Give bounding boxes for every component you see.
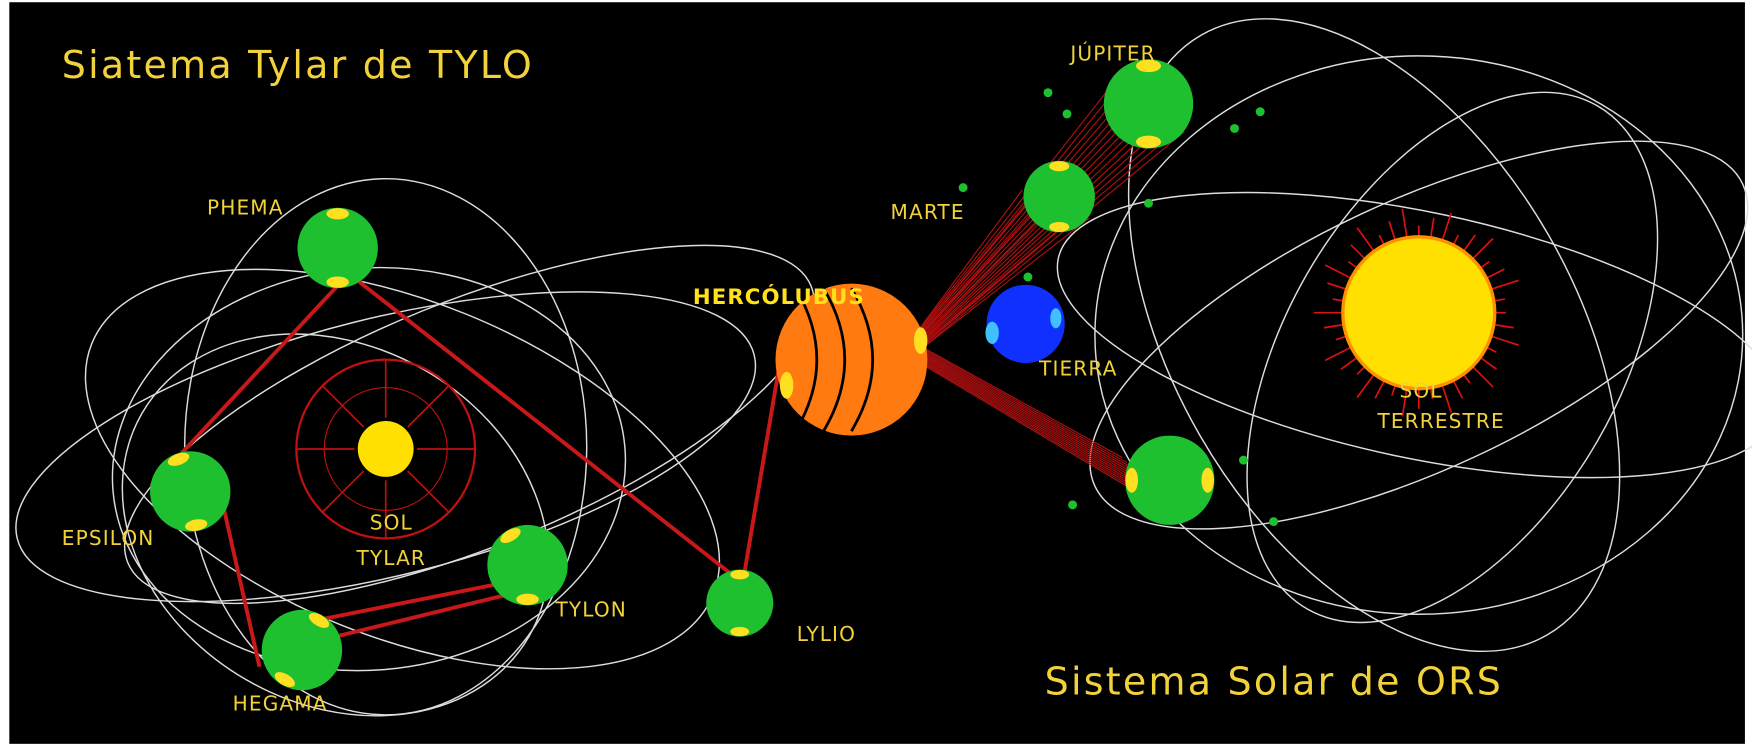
planet-cap — [326, 208, 349, 219]
moon — [1068, 500, 1077, 509]
planet — [297, 208, 377, 288]
planet-cap — [985, 322, 998, 344]
planet-cap — [1049, 161, 1069, 171]
title-tylo: Siatema Tylar de TYLO — [62, 43, 534, 87]
label-tierra: TIERRA — [1038, 356, 1117, 380]
planet-cap — [1126, 468, 1139, 493]
planet-cap — [914, 327, 927, 354]
moon — [1144, 199, 1153, 208]
label-hercolubus: HERCÓLUBUS — [693, 284, 865, 310]
label-sol-tylar: SOL — [370, 510, 413, 534]
label-sol-terrestre: SOL — [1399, 379, 1442, 403]
label-marte: MARTE — [891, 200, 965, 224]
moon — [1063, 109, 1072, 118]
moon — [1256, 107, 1265, 116]
planet — [1125, 436, 1214, 525]
planet-cap — [1201, 468, 1214, 493]
planet — [262, 610, 342, 690]
sun-tylar — [358, 421, 414, 477]
planet-cap — [1050, 308, 1061, 328]
planet — [1023, 161, 1094, 232]
label-sol-terrestre: TERRESTRE — [1376, 409, 1504, 433]
planet — [150, 451, 230, 531]
planet-cap — [516, 594, 539, 605]
planet-cap — [1049, 222, 1069, 232]
planet-cap — [730, 627, 749, 636]
label-phema: PHEMA — [207, 195, 284, 219]
planet — [487, 525, 567, 605]
planet-cap — [780, 372, 793, 399]
planet — [706, 570, 773, 637]
moon — [1023, 273, 1032, 282]
page: {"titles": {"tylo": "Siatema Tylar de TY… — [0, 0, 1752, 755]
label-jupiter: JÚPITER — [1068, 41, 1155, 65]
planet-cap — [1136, 136, 1161, 149]
sun-terrestre — [1343, 237, 1495, 389]
moon — [1044, 88, 1053, 97]
body: Siatema Tylar de TYLO Sistema Solar de O… — [0, 0, 1752, 755]
planet-cap — [730, 570, 749, 579]
planet-cap — [326, 276, 349, 287]
scene: Siatema Tylar de TYLO Sistema Solar de O… — [0, 0, 1752, 755]
title-ors: Sistema Solar de ORS — [1045, 660, 1503, 704]
planet — [1104, 59, 1193, 148]
moon — [959, 183, 968, 192]
moon — [1230, 124, 1239, 133]
label-hegama: HEGAMA — [233, 691, 328, 715]
moon — [1269, 517, 1278, 526]
moon — [1239, 456, 1248, 465]
label-tylon: TYLON — [554, 598, 626, 622]
label-sol-tylar: TYLAR — [356, 546, 426, 570]
label-epsilon: EPSILON — [62, 526, 155, 550]
label-lylio: LYLIO — [797, 622, 856, 646]
